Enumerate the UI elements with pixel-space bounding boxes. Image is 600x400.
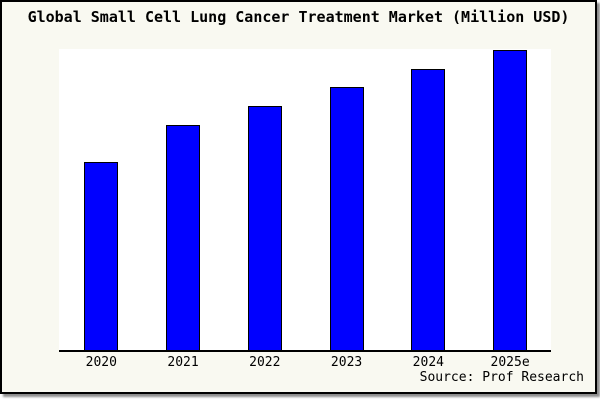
bar-2023	[329, 87, 364, 350]
bar-2024	[411, 69, 446, 350]
x-tick-label-2025e: 2025e	[490, 355, 530, 370]
x-tick-label-2020: 2020	[85, 355, 117, 370]
x-tick-label-2021: 2021	[167, 355, 199, 370]
bar-2021	[166, 125, 201, 350]
bar-2025e	[493, 50, 528, 350]
chart-title: Global Small Cell Lung Cancer Treatment …	[27, 8, 570, 26]
x-tick-label-2022: 2022	[249, 355, 281, 370]
source-note: Source: Prof Research	[419, 370, 584, 385]
plot-area	[59, 49, 551, 352]
x-tick-label-2024: 2024	[412, 355, 444, 370]
bar-2022	[247, 106, 282, 350]
x-tick-label-2023: 2023	[330, 355, 363, 370]
bar-2020	[84, 162, 119, 350]
